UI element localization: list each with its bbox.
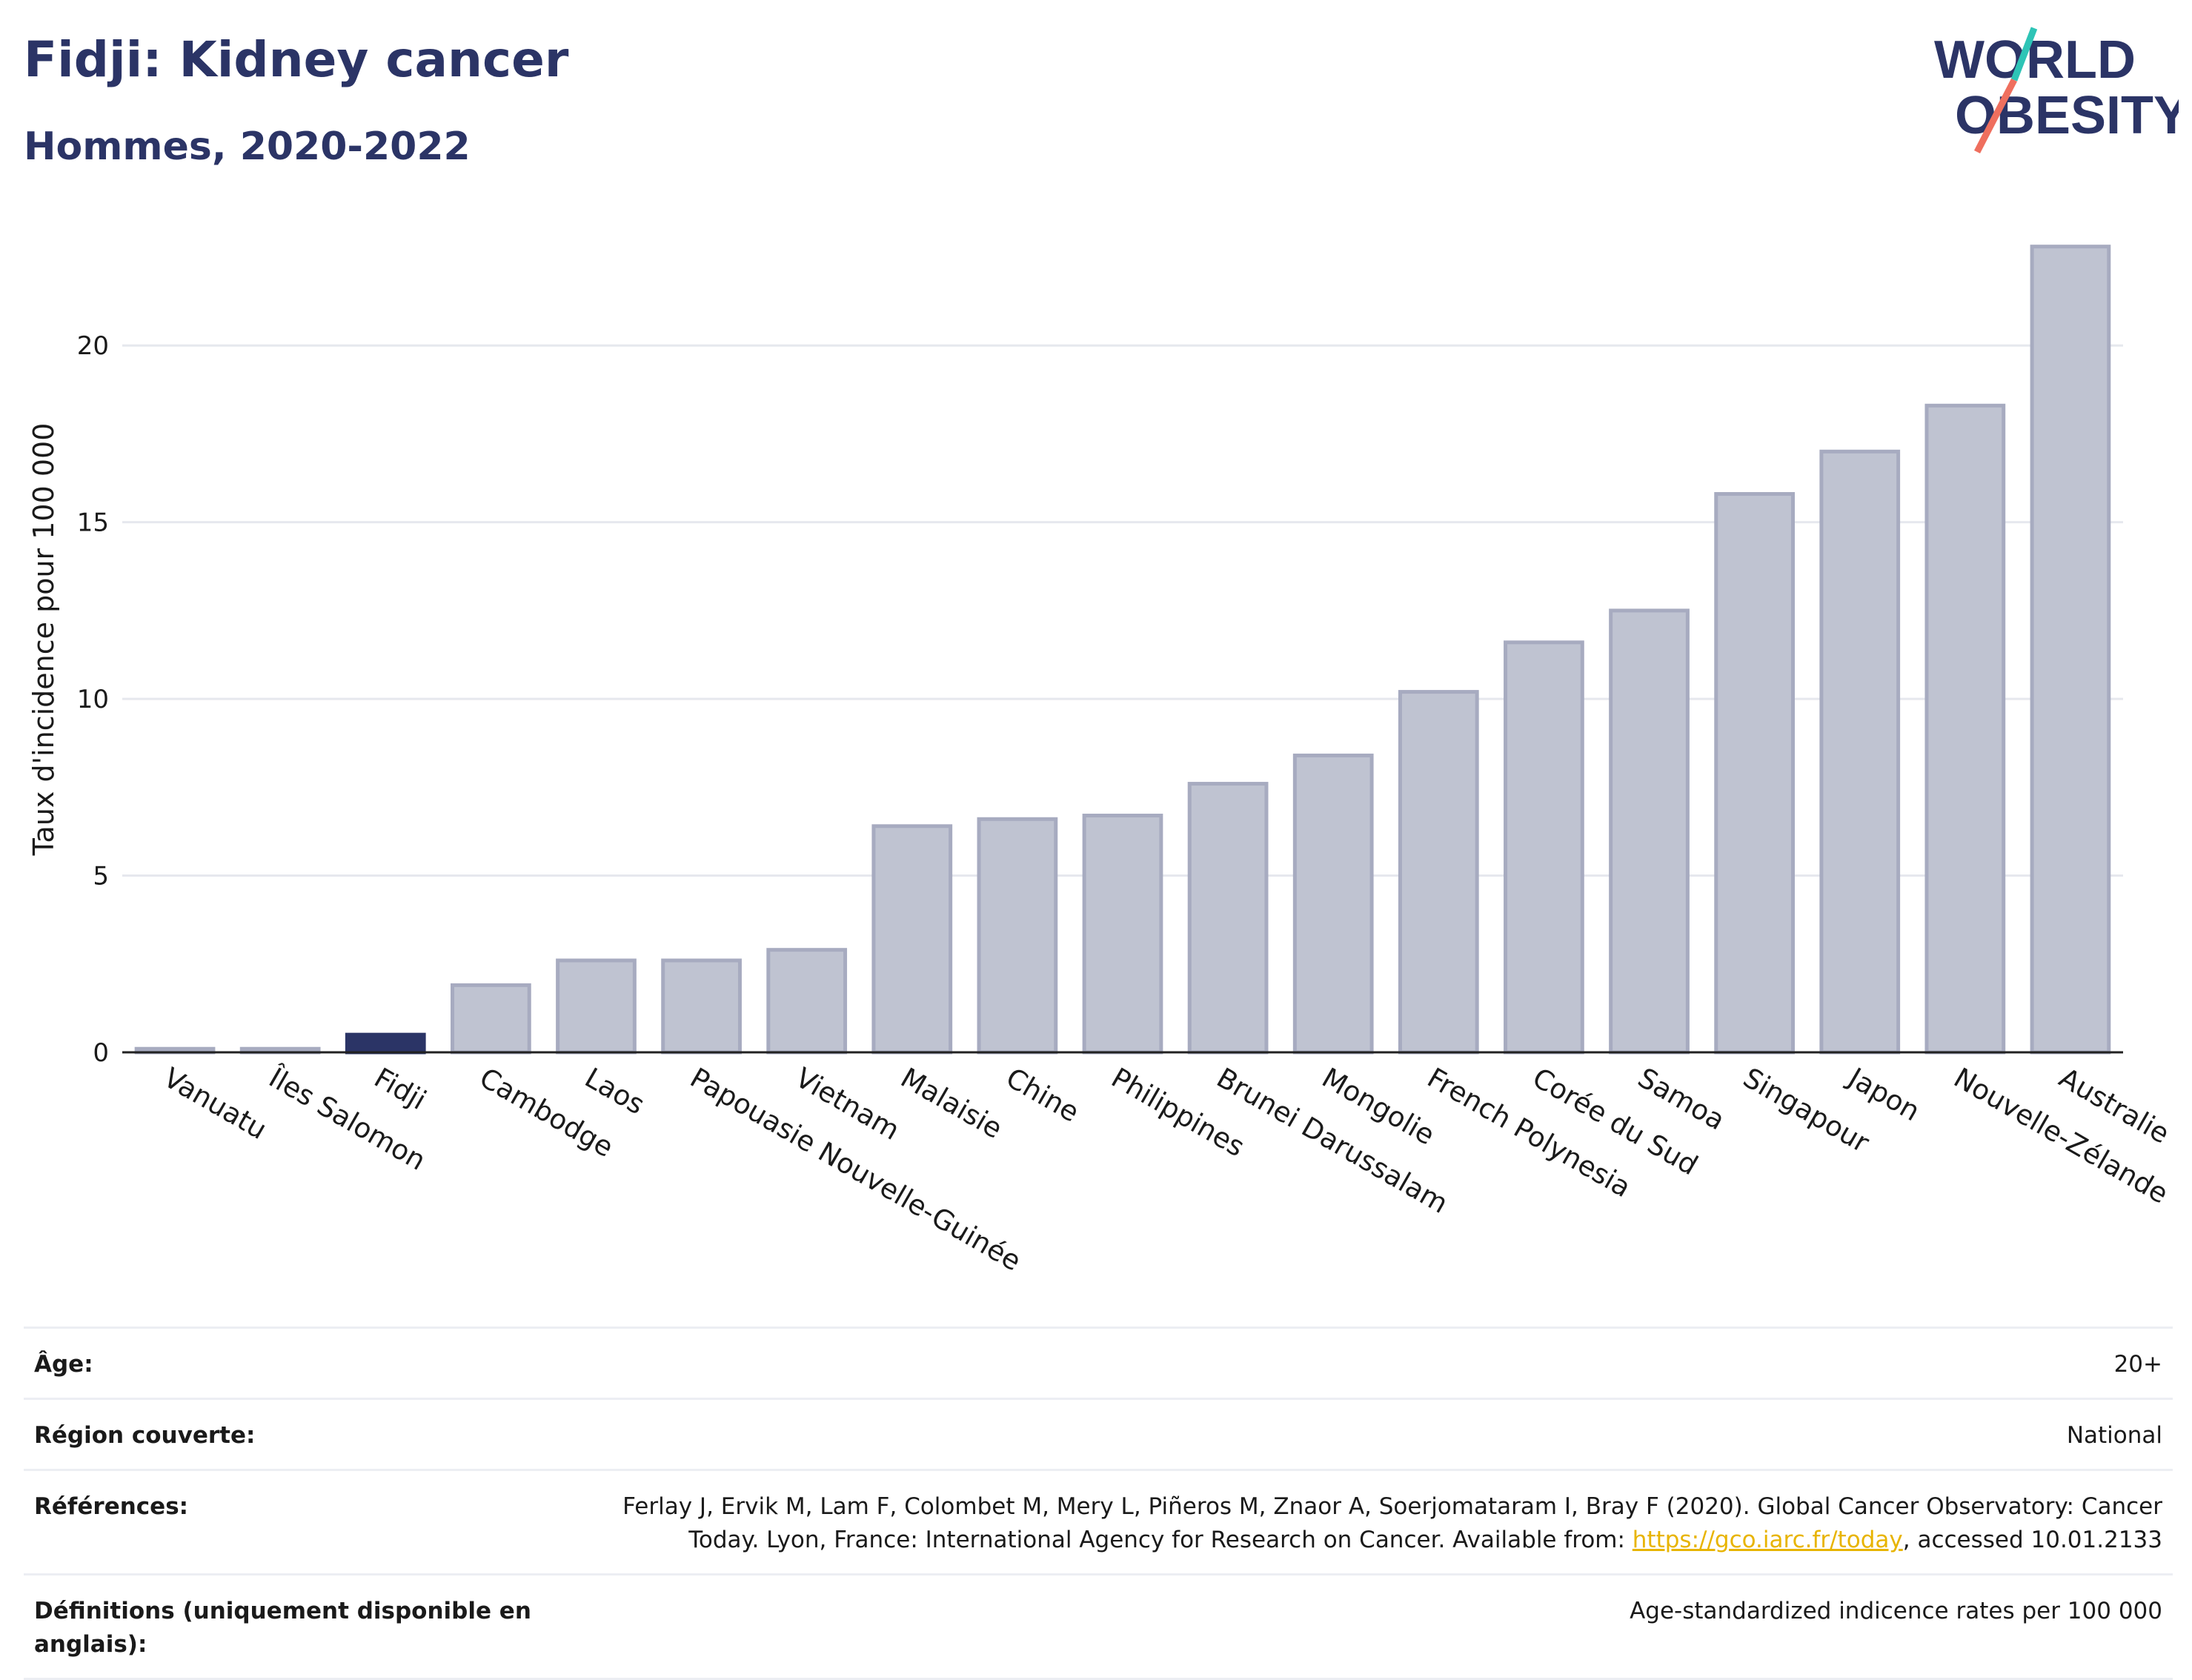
definitions-value: Age-standardized indicence rates per 100… [1630,1597,2162,1624]
references-line1: Ferlay J, Ervik M, Lam F, Colombet M, Me… [622,1493,2162,1520]
info-table: Âge: 20+ Région couverte: National Référ… [24,1327,2173,1680]
references-value: Ferlay J, Ervik M, Lam F, Colombet M, Me… [538,1490,2162,1557]
bar-laos[interactable] [556,958,637,1055]
y-tick-label: 0 [93,1038,109,1068]
y-axis-ticks: 0 5 10 15 20 [77,331,109,1068]
info-row-region: Région couverte: National [24,1397,2173,1469]
bar-chine[interactable] [977,817,1058,1055]
world-obesity-logo: WORLD OBESITY [1934,27,2179,154]
bars [134,245,2111,1055]
region-label: Région couverte: [34,1421,256,1449]
y-tick-label: 20 [77,331,109,361]
x-tick-label: Laos [579,1062,650,1121]
info-row-references: Références: Ferlay J, Ervik M, Lam F, Co… [24,1468,2173,1573]
bar-cor-e-du-sud[interactable] [1504,640,1584,1055]
age-value: 20+ [2113,1351,2162,1378]
logo-slash-teal [2010,27,2038,82]
x-tick-label: Malaisie [895,1062,1008,1145]
info-row-definitions: Définitions (uniquement disponible en an… [24,1573,2173,1680]
bar-brunei-darussalam[interactable] [1187,782,1269,1055]
region-value: National [2066,1421,2162,1449]
bar-papouasie-nouvelle-guin-e[interactable] [661,958,742,1055]
chart-title: Fidji: Kidney cancer [24,31,569,88]
references-label: Références: [34,1493,189,1520]
info-row-age: Âge: 20+ [24,1327,2173,1398]
y-tick-label: 15 [77,508,109,538]
bar-vietnam[interactable] [766,948,848,1055]
age-label: Âge: [34,1351,93,1378]
definitions-label: Définitions (uniquement disponible en an… [34,1597,531,1658]
bar-australie[interactable] [2030,245,2111,1055]
references-line2-pre: Today. Lyon, France: International Agenc… [688,1526,1633,1553]
bar-cambodge[interactable] [451,983,531,1055]
x-tick-label: Chine [1000,1062,1084,1129]
references-line2: Today. Lyon, France: International Agenc… [538,1524,2162,1557]
bar-mongolie[interactable] [1292,753,1374,1055]
chart-subtitle: Hommes, 2020-2022 [24,124,471,169]
bar-malaisie[interactable] [871,824,953,1055]
logo-slash-coral [1974,78,2017,154]
bar-singapour[interactable] [1714,492,1796,1055]
x-tick-label: Vanuatu [159,1062,273,1146]
y-axis-label: Taux d'incidence pour 100 000 [27,423,60,857]
y-tick-label: 10 [77,685,109,714]
x-tick-label: Fidji [369,1062,432,1117]
references-line2-post: , accessed 10.01.2133 [1902,1526,2162,1553]
bar-french-polynesia[interactable] [1398,690,1479,1055]
bar-samoa[interactable] [1609,608,1690,1055]
bar-philippines[interactable] [1082,813,1163,1055]
bar-fidji[interactable] [345,1032,426,1055]
y-tick-label: 5 [93,862,109,892]
x-tick-label: Japon [1842,1061,1926,1128]
bar-nouvelle-z-lande[interactable] [1924,403,2006,1055]
references-link[interactable]: https://gco.iarc.fr/today [1632,1526,1903,1553]
logo-line1: WORLD [1934,30,2136,90]
bar-japon[interactable] [1819,449,1901,1055]
